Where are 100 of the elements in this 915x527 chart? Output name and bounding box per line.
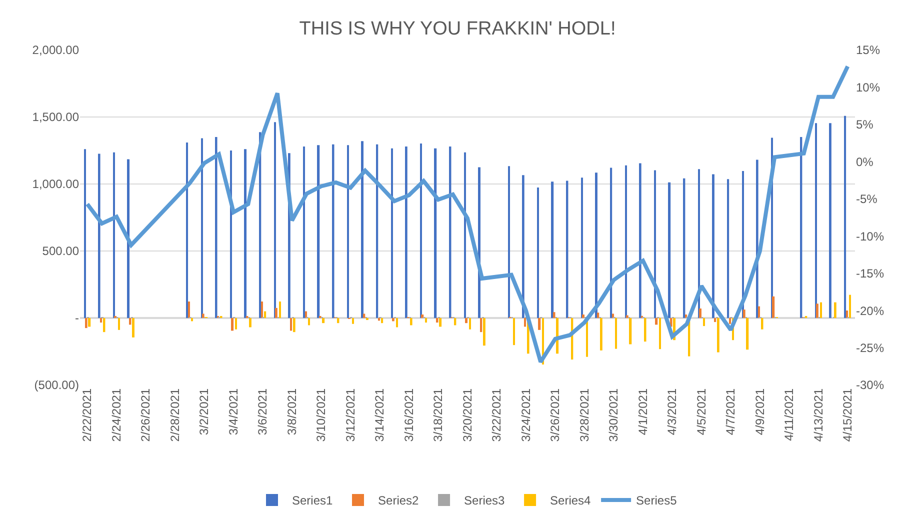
y2-tick-label: 0% <box>856 154 874 169</box>
bar <box>405 146 408 318</box>
bar <box>712 174 714 318</box>
bar <box>231 318 234 331</box>
bar <box>464 152 466 318</box>
bar <box>668 182 671 318</box>
bar <box>582 314 584 318</box>
x-tick-label: 2/28/2021 <box>168 388 182 442</box>
bar <box>758 306 760 318</box>
y2-tick-label: -20% <box>856 304 884 318</box>
legend-label: Series4 <box>550 494 592 508</box>
bar <box>566 180 568 318</box>
bar <box>230 150 232 318</box>
bar <box>727 179 730 318</box>
bar <box>729 318 731 324</box>
x-tick-label: 3/14/2021 <box>372 388 387 442</box>
bar <box>508 166 510 318</box>
bar <box>816 304 818 318</box>
bar <box>820 302 822 318</box>
bar <box>201 138 203 318</box>
bar <box>332 144 334 318</box>
bar <box>410 318 412 326</box>
bar <box>132 318 134 338</box>
x-tick-label: 3/18/2021 <box>431 388 446 442</box>
bar <box>551 182 554 318</box>
bar <box>279 302 281 318</box>
bar <box>88 318 91 327</box>
x-tick-label: 3/2/2021 <box>197 388 212 436</box>
x-tick-label: 3/4/2021 <box>226 388 240 436</box>
bar <box>127 159 130 318</box>
bar <box>103 318 106 332</box>
bar <box>846 310 848 318</box>
bar <box>522 175 524 318</box>
x-tick-label: 4/5/2021 <box>694 388 708 436</box>
bar <box>85 318 88 328</box>
bar <box>597 312 600 318</box>
legend-label: Series3 <box>464 494 506 508</box>
bar <box>639 163 642 318</box>
bar <box>683 178 686 318</box>
y2-tick-label: -25% <box>856 340 884 355</box>
bar <box>538 318 541 330</box>
bar <box>513 318 515 346</box>
bar <box>118 318 120 330</box>
bar <box>425 318 427 323</box>
bar <box>188 302 190 318</box>
bar <box>655 318 658 325</box>
bar <box>756 160 758 318</box>
chart-title: THIS IS WHY YOU FRAKKIN' HODL! <box>299 18 616 40</box>
bar <box>378 318 380 321</box>
bar <box>480 318 482 332</box>
bar <box>392 318 394 322</box>
y2-tick-label: -10% <box>856 229 884 244</box>
bar <box>290 318 292 331</box>
bar <box>352 318 354 324</box>
bar <box>465 318 468 324</box>
bar <box>275 308 278 318</box>
x-tick-label: 4/3/2021 <box>665 388 680 436</box>
y2-tick-label: -30% <box>856 378 884 392</box>
bar <box>261 302 263 318</box>
bar <box>129 318 132 325</box>
x-tick-label: 3/6/2021 <box>256 388 270 436</box>
bar <box>396 318 398 328</box>
x-tick-label: 3/12/2021 <box>343 388 358 442</box>
bar <box>600 318 602 350</box>
bar <box>483 318 486 346</box>
bar <box>244 149 247 318</box>
bar <box>317 145 320 318</box>
bar <box>100 318 102 323</box>
legend-label: Series2 <box>378 494 420 508</box>
x-tick-label: 3/20/2021 <box>460 388 474 442</box>
bar <box>834 302 836 318</box>
bar <box>293 318 296 332</box>
bar <box>654 170 656 318</box>
y2-tick-label: -15% <box>856 266 884 281</box>
x-tick-label: 3/8/2021 <box>284 388 299 436</box>
x-tick-label: 3/28/2021 <box>577 388 592 442</box>
bar <box>376 144 378 318</box>
bar <box>659 318 661 350</box>
bar <box>743 310 746 318</box>
bar <box>202 314 204 318</box>
bar <box>322 318 325 324</box>
y-tick-label: 2,000.00 <box>32 43 80 58</box>
legend-label: Series5 <box>636 494 678 508</box>
x-tick-label: 4/11/2021 <box>782 388 796 441</box>
bar <box>235 318 237 330</box>
x-tick-label: 2/26/2021 <box>138 388 153 442</box>
bar <box>436 318 438 323</box>
y2-tick-label: 15% <box>856 43 880 58</box>
bar <box>717 318 720 352</box>
bar <box>815 123 817 318</box>
bar <box>274 122 276 318</box>
bar <box>434 148 437 318</box>
bar <box>844 116 846 318</box>
bar <box>610 168 612 318</box>
bar <box>629 318 632 344</box>
x-tick-label: 4/13/2021 <box>811 388 826 442</box>
x-tick-label: 3/26/2021 <box>548 388 562 442</box>
bar <box>361 141 364 318</box>
bar <box>625 165 627 318</box>
bar <box>746 318 749 350</box>
